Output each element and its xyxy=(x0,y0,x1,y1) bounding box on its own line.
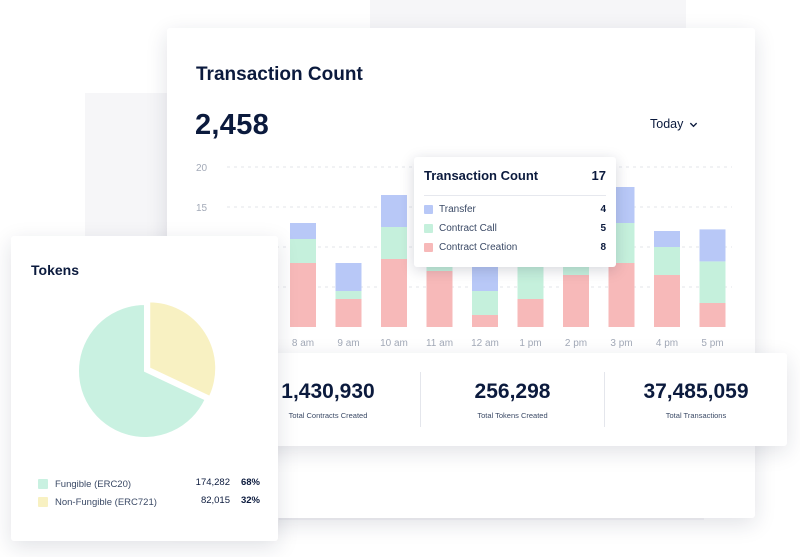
x-tick-label: 4 pm xyxy=(656,338,678,349)
stat-contracts-created: 1,430,930 Total Contracts Created xyxy=(236,353,420,446)
bar-segment[interactable] xyxy=(472,315,498,327)
tooltip-header: Transaction Count 17 xyxy=(424,168,606,196)
x-tick-label: 9 am xyxy=(337,338,359,349)
bar-segment[interactable] xyxy=(699,261,726,303)
legend-count: 174,282 xyxy=(195,477,230,488)
transaction-count-title: Transaction Count xyxy=(196,64,363,85)
bar-segment[interactable] xyxy=(290,239,316,263)
tooltip-row-label: Contract Call xyxy=(439,222,497,234)
tooltip-row: Transfer 4 xyxy=(424,201,606,217)
legend-percent: 32% xyxy=(240,495,260,506)
bar-segment[interactable] xyxy=(654,247,680,275)
bar-segment[interactable] xyxy=(335,299,362,327)
stat-label: Total Contracts Created xyxy=(288,411,368,420)
tooltip-row-label: Transfer xyxy=(439,203,476,215)
divider xyxy=(420,372,421,427)
bar-segment[interactable] xyxy=(335,263,362,291)
bar-segment[interactable] xyxy=(426,271,453,327)
bar-segment[interactable] xyxy=(699,303,726,327)
stat-total-transactions: 37,485,059 Total Transactions xyxy=(605,353,787,446)
bar-segment[interactable] xyxy=(290,263,316,327)
tokens-card: Tokens Fungible (ERC20) 174,282 68% Non-… xyxy=(11,236,278,541)
chevron-down-icon xyxy=(690,122,698,127)
x-tick-label: 12 am xyxy=(471,338,499,349)
stat-value: 256,298 xyxy=(474,380,551,403)
tooltip-row-label: Contract Creation xyxy=(439,241,518,253)
tooltip-row-value: 5 xyxy=(600,222,606,234)
legend-label: Fungible (ERC20) xyxy=(55,478,132,490)
pie-slice[interactable] xyxy=(77,302,207,439)
x-tick-label: 10 am xyxy=(380,338,408,349)
stat-value: 1,430,930 xyxy=(281,380,375,403)
stat-label: Total Transactions xyxy=(665,411,727,420)
legend-swatch xyxy=(424,204,433,214)
bar-segment[interactable] xyxy=(381,259,407,327)
x-tick-label: 8 am xyxy=(292,338,314,349)
chart-tooltip: Transaction Count 17 Transfer 4 Contract… xyxy=(414,157,616,267)
bar-segment[interactable] xyxy=(472,263,498,291)
stat-label: Total Tokens Created xyxy=(477,411,548,420)
divider xyxy=(604,372,605,427)
tooltip-row-value: 4 xyxy=(600,203,606,215)
bar-segment[interactable] xyxy=(608,263,635,327)
legend-item: Fungible (ERC20) 174,282 68% xyxy=(38,477,260,491)
y-tick-label: 15 xyxy=(196,203,208,214)
stat-value: 37,485,059 xyxy=(643,380,749,403)
bar-segment[interactable] xyxy=(654,231,680,247)
bar-segment[interactable] xyxy=(290,223,316,239)
tooltip-title: Transaction Count xyxy=(424,168,539,183)
bar-segment[interactable] xyxy=(335,291,362,299)
legend-swatch xyxy=(424,223,433,233)
legend-swatch xyxy=(38,479,48,489)
bar-segment[interactable] xyxy=(654,275,680,327)
tooltip-total: 17 xyxy=(591,168,606,183)
x-tick-label: 3 pm xyxy=(610,338,632,349)
tokens-pie-chart xyxy=(77,300,218,439)
bar-segment[interactable] xyxy=(381,227,407,259)
stats-card: 1,430,930 Total Contracts Created 256,29… xyxy=(236,353,787,446)
stat-tokens-created: 256,298 Total Tokens Created xyxy=(421,353,604,446)
legend-count: 82,015 xyxy=(200,495,230,506)
x-tick-label: 5 pm xyxy=(701,338,723,349)
legend-percent: 68% xyxy=(240,477,260,488)
legend-label: Non-Fungible (ERC721) xyxy=(55,496,157,508)
tooltip-row-value: 8 xyxy=(600,241,606,253)
legend-swatch xyxy=(424,242,433,252)
pie-slice[interactable] xyxy=(148,300,218,399)
date-range-dropdown[interactable]: Today xyxy=(650,117,698,131)
tooltip-row: Contract Call 5 xyxy=(424,220,606,236)
background-panel-left xyxy=(85,93,175,243)
tokens-title: Tokens xyxy=(31,262,79,278)
date-range-label: Today xyxy=(650,117,684,131)
tooltip-row: Contract Creation 8 xyxy=(424,239,606,255)
y-tick-label: 20 xyxy=(196,163,208,174)
x-tick-label: 1 pm xyxy=(519,338,541,349)
bar-segment[interactable] xyxy=(699,229,726,262)
bar-segment[interactable] xyxy=(563,275,589,327)
x-tick-label: 2 pm xyxy=(565,338,587,349)
legend-item: Non-Fungible (ERC721) 82,015 32% xyxy=(38,495,260,509)
legend-swatch xyxy=(38,497,48,507)
transaction-total: 2,458 xyxy=(195,109,270,141)
bar-segment[interactable] xyxy=(472,291,498,315)
bar-segment[interactable] xyxy=(381,195,407,227)
x-tick-label: 11 am xyxy=(426,338,453,349)
bar-segment[interactable] xyxy=(517,299,544,327)
